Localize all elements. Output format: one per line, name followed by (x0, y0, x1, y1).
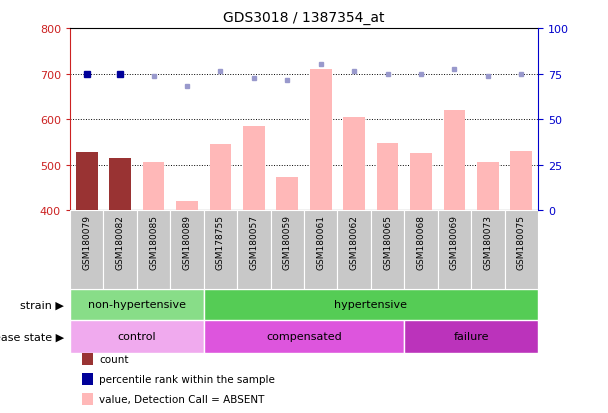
Text: GSM180065: GSM180065 (383, 215, 392, 269)
Bar (410, 154, 432, 211)
Bar (404, 320, 538, 353)
Text: compensated: compensated (266, 332, 342, 342)
Text: GSM180061: GSM180061 (316, 215, 325, 269)
Text: failure: failure (454, 332, 489, 342)
Bar (371, 211, 404, 289)
Bar (511, 152, 532, 211)
Text: GSM180073: GSM180073 (483, 215, 492, 269)
Bar (170, 211, 204, 289)
Bar (204, 211, 237, 289)
Bar (444, 111, 465, 211)
Bar (70, 289, 204, 320)
Bar (70, 211, 103, 289)
Bar (70, 320, 204, 353)
Text: value, Detection Call = ABSENT: value, Detection Call = ABSENT (99, 394, 264, 404)
Text: GSM180057: GSM180057 (249, 215, 258, 269)
Bar (377, 143, 398, 211)
Bar (304, 211, 337, 289)
Text: GSM180062: GSM180062 (350, 215, 359, 269)
Bar (404, 211, 438, 289)
Bar (310, 70, 331, 211)
Text: GSM180068: GSM180068 (416, 215, 426, 269)
Bar (204, 320, 404, 353)
Text: GSM178755: GSM178755 (216, 215, 225, 269)
Bar (76, 153, 97, 211)
Bar (271, 211, 304, 289)
Bar (237, 211, 271, 289)
Text: count: count (99, 354, 129, 364)
Text: GSM180069: GSM180069 (450, 215, 459, 269)
Bar (204, 289, 538, 320)
Bar (477, 163, 499, 211)
Bar (143, 163, 164, 211)
Text: disease state ▶: disease state ▶ (0, 332, 64, 342)
Text: GSM180085: GSM180085 (149, 215, 158, 269)
Bar (277, 178, 298, 211)
Bar (210, 145, 231, 211)
Bar (471, 211, 505, 289)
Bar (344, 118, 365, 211)
Text: percentile rank within the sample: percentile rank within the sample (99, 374, 275, 384)
Text: hypertensive: hypertensive (334, 299, 407, 310)
Text: non-hypertensive: non-hypertensive (88, 299, 186, 310)
Bar (505, 211, 538, 289)
Text: GSM180082: GSM180082 (116, 215, 125, 269)
Bar (109, 158, 131, 211)
Bar (137, 211, 170, 289)
Text: strain ▶: strain ▶ (20, 299, 64, 310)
Text: GSM180075: GSM180075 (517, 215, 526, 269)
Bar (337, 211, 371, 289)
Text: GSM180089: GSM180089 (182, 215, 192, 269)
Bar (103, 211, 137, 289)
Text: GSM180079: GSM180079 (82, 215, 91, 269)
Text: control: control (117, 332, 156, 342)
Text: GSM180059: GSM180059 (283, 215, 292, 269)
Bar (438, 211, 471, 289)
Title: GDS3018 / 1387354_at: GDS3018 / 1387354_at (223, 11, 385, 25)
Bar (176, 202, 198, 211)
Bar (243, 126, 264, 211)
